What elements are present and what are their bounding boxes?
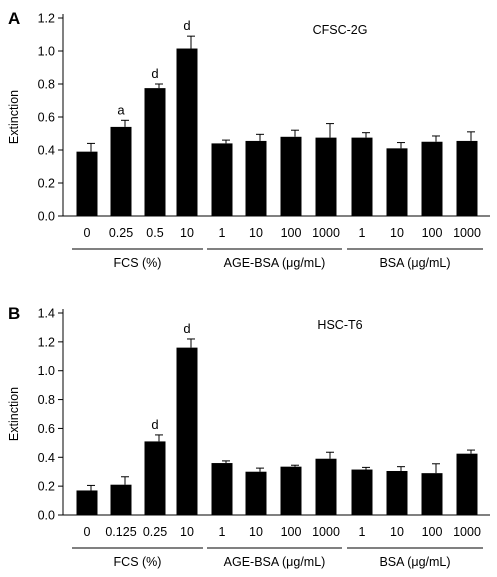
bar xyxy=(245,471,267,515)
bar xyxy=(351,469,373,515)
group-label: AGE-BSA (μg/mL) xyxy=(224,256,326,270)
bar xyxy=(211,463,233,515)
x-tick-label: 10 xyxy=(390,226,404,240)
x-tick-label: 10 xyxy=(180,525,194,539)
x-tick-label: 1 xyxy=(219,525,226,539)
bar xyxy=(315,458,337,515)
y-tick-label: 0.4 xyxy=(38,144,55,158)
group-label: BSA (μg/mL) xyxy=(379,555,450,569)
bar xyxy=(456,140,478,216)
x-tick-label: 100 xyxy=(422,525,443,539)
y-tick-label: 0.4 xyxy=(38,451,55,465)
x-tick-label: 10 xyxy=(180,226,194,240)
x-tick-label: 10 xyxy=(249,525,263,539)
x-tick-label: 0.25 xyxy=(109,226,133,240)
cell-line-label: HSC-T6 xyxy=(317,318,362,332)
bar xyxy=(386,470,408,515)
y-axis-label: Extinction xyxy=(7,387,21,441)
significance-label: a xyxy=(117,102,125,117)
bar xyxy=(386,148,408,216)
bar xyxy=(176,347,198,515)
group-label: AGE-BSA (μg/mL) xyxy=(224,555,326,569)
panel-letter: B xyxy=(8,304,20,323)
x-tick-label: 0 xyxy=(84,226,91,240)
y-tick-label: 1.0 xyxy=(38,364,55,378)
y-tick-label: 1.0 xyxy=(38,45,55,59)
y-tick-label: 0.8 xyxy=(38,78,55,92)
y-tick-label: 1.4 xyxy=(38,307,55,321)
x-tick-label: 1000 xyxy=(312,525,340,539)
bar xyxy=(245,140,267,216)
y-tick-label: 1.2 xyxy=(38,12,55,26)
chart-panel-a: A Extinction 0.0 0.2 0.4 0.6 0.8 1.0 1.2 CFSC-2G 0… xyxy=(7,9,490,270)
x-tick-label: 100 xyxy=(281,226,302,240)
significance-label: d xyxy=(151,417,158,432)
bar xyxy=(76,151,98,216)
bar xyxy=(110,484,132,515)
group-label: FCS (%) xyxy=(114,256,162,270)
y-tick-label: 0.2 xyxy=(38,177,55,191)
y-tick-label: 0.0 xyxy=(38,509,55,523)
y-axis-label: Extinction xyxy=(7,90,21,144)
x-tick-label: 1000 xyxy=(453,226,481,240)
x-tick-label: 10 xyxy=(390,525,404,539)
y-tick-label: 1.2 xyxy=(38,335,55,349)
x-tick-label: 100 xyxy=(422,226,443,240)
bar xyxy=(280,136,302,216)
bar xyxy=(456,453,478,515)
cell-line-label: CFSC-2G xyxy=(313,23,368,37)
bar xyxy=(76,490,98,515)
x-tick-label: 1 xyxy=(359,525,366,539)
x-tick-label: 1000 xyxy=(453,525,481,539)
significance-label: d xyxy=(151,66,158,81)
y-tick-label: 0.6 xyxy=(38,422,55,436)
y-tick-label: 0.0 xyxy=(38,210,55,224)
x-tick-label: 10 xyxy=(249,226,263,240)
bar xyxy=(315,137,337,216)
bar xyxy=(144,441,166,515)
bar xyxy=(351,137,373,216)
chart-panel-b: B Extinction 0.0 0.2 0.4 0.6 0.8 1.0 1.2 1.4 HSC-T… xyxy=(7,304,490,569)
significance-label: d xyxy=(183,18,190,33)
bar xyxy=(176,48,198,217)
x-tick-label: 0.125 xyxy=(105,525,136,539)
bar xyxy=(211,143,233,216)
bar xyxy=(144,88,166,216)
bar xyxy=(110,126,132,216)
y-tick-label: 0.2 xyxy=(38,480,55,494)
bar xyxy=(280,466,302,515)
group-label: BSA (μg/mL) xyxy=(379,256,450,270)
x-tick-label: 0.25 xyxy=(143,525,167,539)
x-tick-label: 1 xyxy=(219,226,226,240)
x-tick-label: 1 xyxy=(359,226,366,240)
panel-letter: A xyxy=(8,9,20,28)
bar xyxy=(421,473,443,515)
x-tick-label: 1000 xyxy=(312,226,340,240)
y-tick-label: 0.6 xyxy=(38,111,55,125)
y-tick-label: 0.8 xyxy=(38,393,55,407)
significance-label: d xyxy=(183,321,190,336)
x-tick-label: 0.5 xyxy=(146,226,163,240)
bar xyxy=(421,141,443,216)
x-tick-label: 100 xyxy=(281,525,302,539)
x-tick-label: 0 xyxy=(84,525,91,539)
group-label: FCS (%) xyxy=(114,555,162,569)
